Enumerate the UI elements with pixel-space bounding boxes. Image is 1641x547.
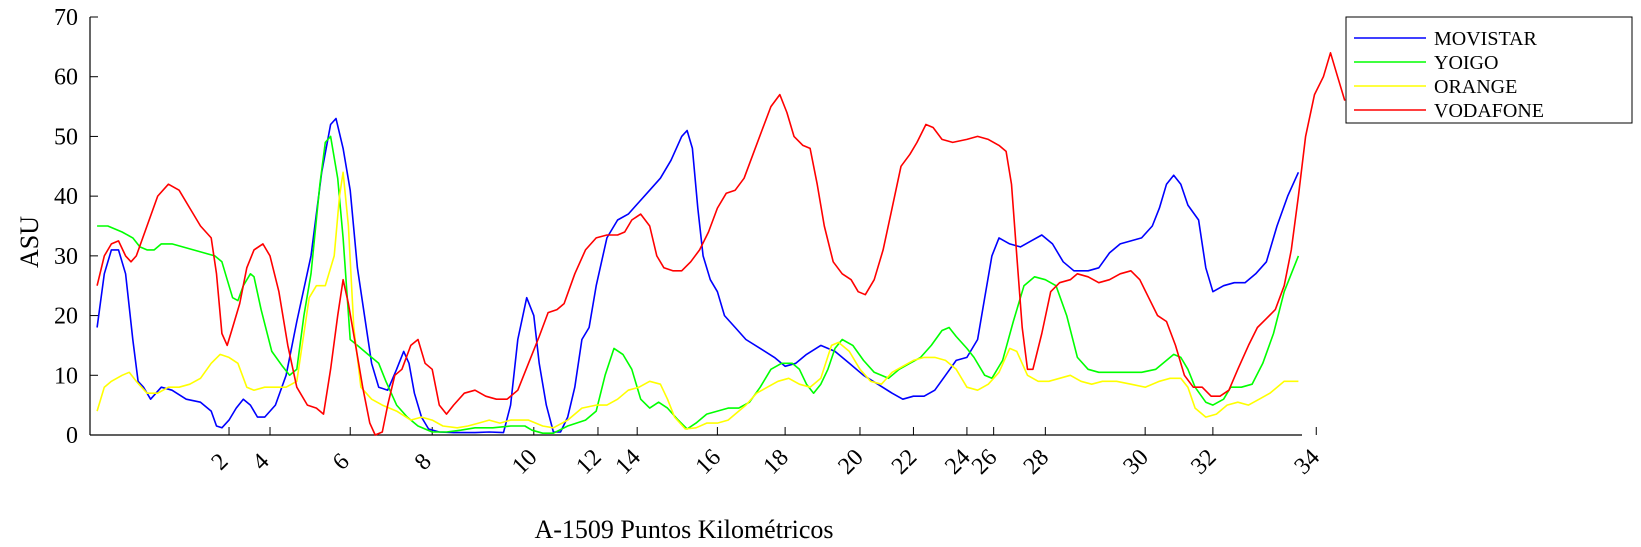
series-line-orange <box>96 171 1299 430</box>
x-tick-label: 20 <box>833 444 868 479</box>
y-axis-label: ASU <box>15 216 44 268</box>
series-line-vodafone <box>96 52 1346 436</box>
x-tick-label: 8 <box>410 449 437 476</box>
x-tick-label: 34 <box>1290 444 1325 479</box>
series-line-movistar <box>96 117 1300 434</box>
legend-label-yoigo: YOIGO <box>1434 52 1498 74</box>
x-tick-label: 30 <box>1119 444 1154 479</box>
x-tick-label: 10 <box>507 444 542 479</box>
series-line-yoigo <box>97 135 1300 434</box>
x-tick-label: 2 <box>207 449 234 476</box>
legend-label-orange: ORANGE <box>1434 76 1517 98</box>
y-axis: 0 10 20 30 40 50 60 70 <box>54 5 98 449</box>
legend-label-movistar: MOVISTAR <box>1434 28 1538 50</box>
x-tick-label: 16 <box>691 444 726 479</box>
x-tick-label: 12 <box>571 444 606 479</box>
x-axis-label: A-1509 Puntos Kilométricos <box>535 515 834 544</box>
x-tick-label: 28 <box>1019 444 1054 479</box>
legend-label-vodafone: VODAFONE <box>1434 100 1544 122</box>
y-tick-label: 0 <box>66 423 78 449</box>
x-tick-label: 18 <box>758 444 793 479</box>
x-tick-label: 22 <box>887 444 922 479</box>
y-tick-label: 60 <box>54 65 78 91</box>
x-tick-label: 4 <box>248 449 275 476</box>
x-tick-label: 26 <box>967 444 1002 479</box>
y-tick-label: 40 <box>54 184 78 210</box>
series-layer <box>96 52 1346 436</box>
y-tick-label: 10 <box>54 363 78 389</box>
y-tick-label: 70 <box>54 5 78 31</box>
legend-box <box>1345 16 1633 124</box>
x-tick-label: 32 <box>1186 444 1221 479</box>
y-tick-label: 30 <box>54 244 78 270</box>
x-tick-label: 6 <box>328 449 355 476</box>
y-tick-label: 50 <box>54 124 78 150</box>
y-tick-label: 20 <box>54 304 78 330</box>
x-tick-label: 14 <box>611 444 646 479</box>
